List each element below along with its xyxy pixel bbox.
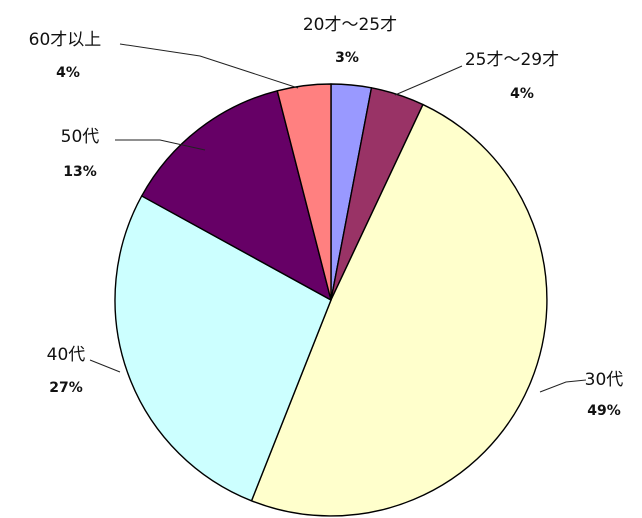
slice-3-category-label: 30代 [585,370,624,390]
slice-6-leader-line [119,43,299,89]
pie-slices [114,83,548,517]
data-labels: 20才～25才 3% 25才～29才 4% 30代 49% 40代 27% 50代 13% 60才以… [29,15,624,419]
slice-2-leader-line [394,65,463,96]
slice-5-leader-line [115,139,206,151]
slice-2-percent-label: 4% [510,86,534,102]
slice-5-percent-label: 13% [63,164,97,180]
slice-5-category-label: 50代 [61,127,100,147]
slice-6-wedge [276,83,332,301]
slice-2-category-label: 25才～29才 [465,50,559,70]
slice-1-category-label: 20才～25才 [303,15,397,35]
slice-1-percent-label: 3% [335,50,359,66]
slice-4-category-label: 40代 [47,345,86,365]
slice-3-leader-line [539,379,587,393]
slice-6-percent-label: 4% [56,65,80,81]
slice-3-percent-label: 49% [587,403,621,419]
slice-3-wedge [250,103,548,517]
slice-4-percent-label: 27% [49,380,83,396]
slice-5-wedge [141,90,332,301]
slice-4-leader-line [89,359,121,373]
leader-lines [89,43,587,393]
slice-4-wedge [114,195,332,502]
slice-6-category-label: 60才以上 [29,30,102,50]
